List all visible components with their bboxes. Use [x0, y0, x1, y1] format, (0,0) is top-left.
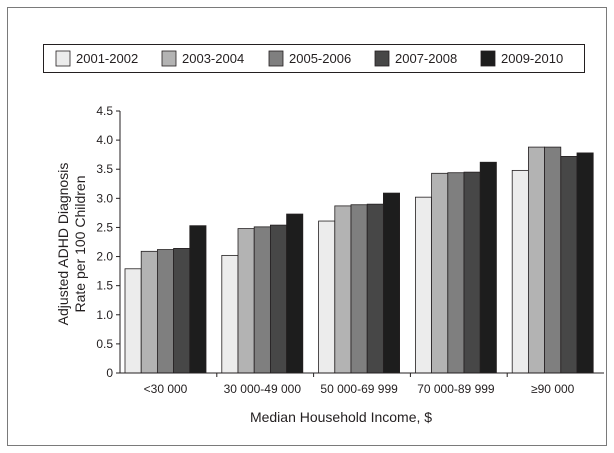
bar [253, 226, 271, 374]
y-axis-title-line-1: Adjusted ADHD Diagnosis [55, 163, 71, 326]
x-tick-label: 30 000-49 000 [224, 382, 302, 396]
bars-layer [124, 146, 594, 374]
bar [140, 250, 158, 374]
x-tick-label: 70 000-89 999 [417, 382, 495, 396]
legend-swatch [374, 50, 390, 67]
bar [576, 152, 594, 374]
y-tick-label: 3.5 [96, 162, 113, 176]
legend-label: 2009-2010 [501, 51, 563, 66]
y-tick-label: 1.5 [96, 279, 113, 293]
y-tick-label: 0.5 [96, 337, 113, 351]
bar [431, 172, 449, 374]
bar [221, 254, 239, 374]
legend-label: 2005-2006 [289, 51, 351, 66]
legend: 2001-2002 2003-2004 2005-2006 2007-2008 2009… [55, 50, 563, 67]
bar [156, 249, 174, 374]
bar [334, 205, 352, 374]
y-tick-label: 4.5 [96, 104, 113, 118]
bar [414, 196, 432, 374]
bar [124, 268, 142, 374]
legend-label: 2001-2002 [76, 51, 138, 66]
bar [511, 169, 529, 374]
bar [544, 146, 562, 374]
bar [350, 204, 368, 374]
legend-label: 2007-2008 [395, 51, 457, 66]
axes-layer: 0 0.5 1.0 1.5 2.0 2.5 3.0 3.5 4.0 4.5 <30 000 30 00… [96, 104, 604, 396]
bar [173, 248, 191, 374]
y-tick-label: 1.0 [96, 308, 113, 322]
bar [560, 156, 578, 374]
bar [479, 161, 497, 374]
legend-swatch [480, 50, 496, 67]
legend-swatch [55, 50, 71, 67]
x-axis-title: Median Household Income, $ [250, 409, 432, 425]
y-tick-label: 2.0 [96, 250, 113, 264]
legend-label: 2003-2004 [182, 51, 244, 66]
bar [318, 220, 336, 374]
bar [528, 146, 546, 374]
y-tick-label: 0 [106, 366, 113, 380]
bar [269, 224, 287, 374]
bar [237, 228, 255, 374]
y-tick-label: 2.5 [96, 220, 113, 234]
bar [447, 172, 465, 374]
y-tick-label: 3.0 [96, 191, 113, 205]
bar [189, 225, 207, 374]
y-tick-label: 4.0 [96, 133, 113, 147]
bar [382, 192, 400, 374]
x-tick-label: 50 000-69 999 [320, 382, 398, 396]
x-tick-label: <30 000 [144, 382, 188, 396]
legend-swatch [161, 50, 177, 67]
bar [286, 213, 304, 374]
bar [463, 171, 481, 374]
y-axis-title-line-2: Rate per 100 Children [72, 176, 88, 313]
legend-swatch [268, 50, 284, 67]
x-tick-label: ≥90 000 [531, 382, 575, 396]
bar [366, 203, 384, 374]
